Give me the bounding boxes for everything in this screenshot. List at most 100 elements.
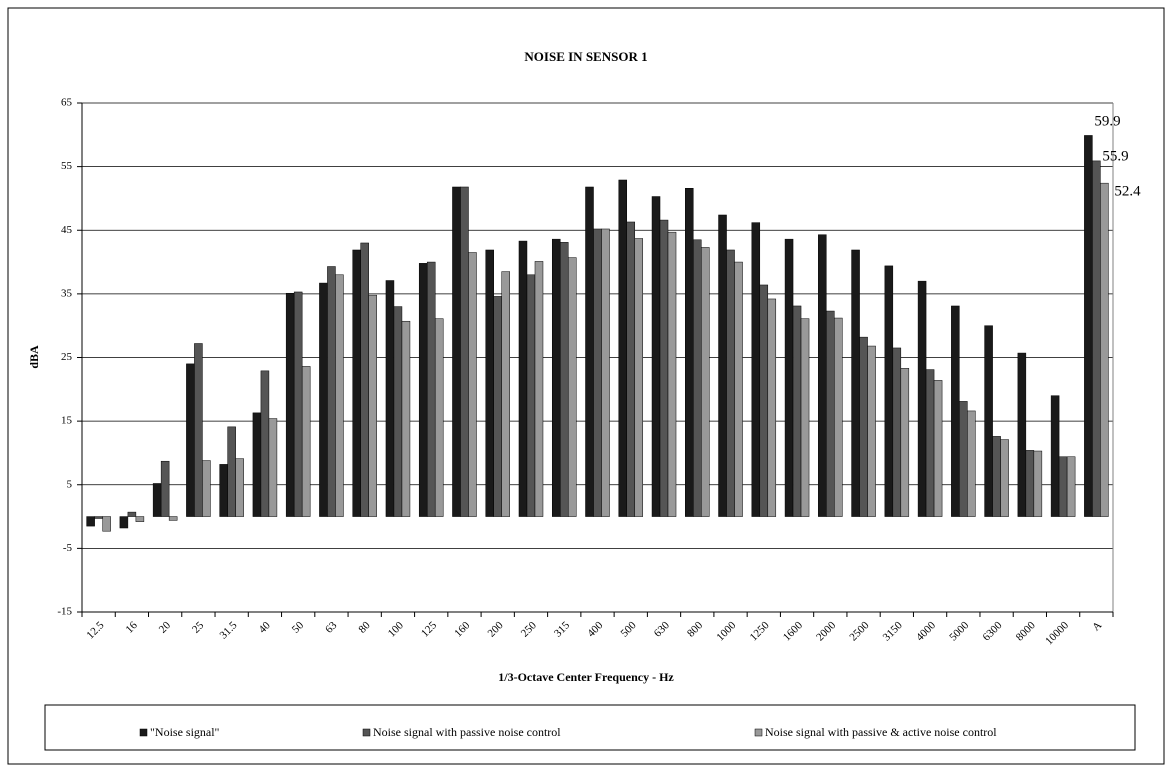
bar	[834, 317, 843, 517]
bar	[526, 274, 536, 517]
bar	[867, 345, 876, 517]
bar	[268, 418, 278, 517]
bar	[1033, 450, 1043, 517]
legend-label: Noise signal with passive & active noise…	[765, 725, 997, 739]
data-label: 59.9	[1094, 113, 1120, 129]
bar	[426, 261, 436, 517]
chart-title: NOISE IN SENSOR 1	[524, 49, 647, 64]
bar	[293, 291, 303, 517]
bar	[884, 265, 894, 517]
bar	[202, 460, 211, 517]
data-label: 55.9	[1102, 148, 1128, 164]
bar	[227, 426, 236, 517]
bar	[959, 401, 968, 517]
bar	[759, 284, 769, 517]
bar	[285, 292, 295, 517]
bar	[94, 516, 103, 519]
bar	[534, 261, 544, 517]
legend-label: Noise signal with passive noise control	[373, 725, 561, 739]
bar	[360, 242, 369, 517]
bar	[160, 460, 170, 517]
y-tick-label: 15	[61, 415, 73, 427]
bar	[152, 483, 162, 517]
bar	[1092, 160, 1101, 517]
bar	[967, 410, 976, 517]
bar	[800, 318, 810, 517]
bar	[168, 516, 178, 521]
x-axis-title: 1/3-Octave Center Frequency - Hz	[498, 670, 674, 684]
bar	[851, 249, 860, 517]
bar	[452, 186, 461, 517]
y-tick-label: -15	[57, 606, 72, 618]
bar	[186, 363, 195, 517]
bar	[626, 221, 636, 517]
legend-swatch	[754, 728, 763, 737]
bar	[368, 294, 377, 517]
bar	[634, 238, 644, 517]
bar	[917, 280, 927, 517]
bar	[659, 219, 669, 517]
bar	[992, 436, 1001, 517]
y-tick-label: 55	[61, 160, 73, 172]
bar	[693, 239, 702, 517]
bar	[1050, 395, 1060, 517]
y-tick-label: 35	[61, 287, 73, 299]
bar	[734, 261, 743, 517]
bar	[127, 511, 137, 517]
bar	[434, 318, 444, 517]
bar	[601, 228, 610, 517]
y-axis-title: dBA	[27, 345, 41, 369]
legend-swatch	[362, 728, 371, 737]
bar	[1084, 135, 1093, 517]
bar	[784, 238, 794, 517]
bar	[119, 516, 129, 529]
bar	[951, 305, 960, 517]
bar	[826, 310, 835, 517]
bar	[135, 516, 145, 522]
bar	[859, 336, 868, 517]
bar	[1000, 439, 1009, 517]
bar	[1100, 182, 1109, 517]
bar	[352, 249, 361, 517]
bar	[485, 249, 494, 517]
legend-label: "Noise signal"	[150, 725, 220, 739]
bar	[460, 186, 469, 517]
bar	[667, 231, 677, 517]
bar	[493, 296, 502, 517]
bar	[518, 240, 528, 517]
y-tick-label: 5	[67, 478, 73, 490]
bar	[418, 263, 428, 517]
bar	[385, 280, 395, 517]
bar	[252, 412, 262, 517]
bar	[984, 325, 993, 517]
bar	[1017, 352, 1027, 517]
bar	[319, 282, 328, 517]
bar	[593, 228, 602, 517]
bar	[393, 306, 403, 517]
bar	[335, 274, 344, 517]
y-tick-label: 25	[61, 351, 73, 363]
y-tick-label: 45	[61, 224, 73, 236]
legend-swatch	[139, 728, 148, 737]
bar	[818, 234, 827, 517]
bar	[892, 347, 902, 517]
bar	[718, 214, 727, 517]
bar	[301, 366, 311, 517]
bar	[102, 516, 111, 532]
bar	[327, 266, 336, 517]
bar	[468, 252, 477, 517]
bar	[260, 370, 270, 517]
bar	[1066, 456, 1076, 517]
bar	[567, 257, 577, 517]
bar	[401, 320, 411, 517]
bar	[925, 369, 935, 517]
y-tick-label: -5	[63, 542, 73, 554]
bar	[194, 343, 203, 517]
bar	[1058, 456, 1068, 517]
bar	[900, 368, 910, 517]
bar	[551, 238, 561, 517]
bar	[701, 247, 710, 517]
bar	[651, 196, 661, 517]
bar	[792, 305, 802, 517]
